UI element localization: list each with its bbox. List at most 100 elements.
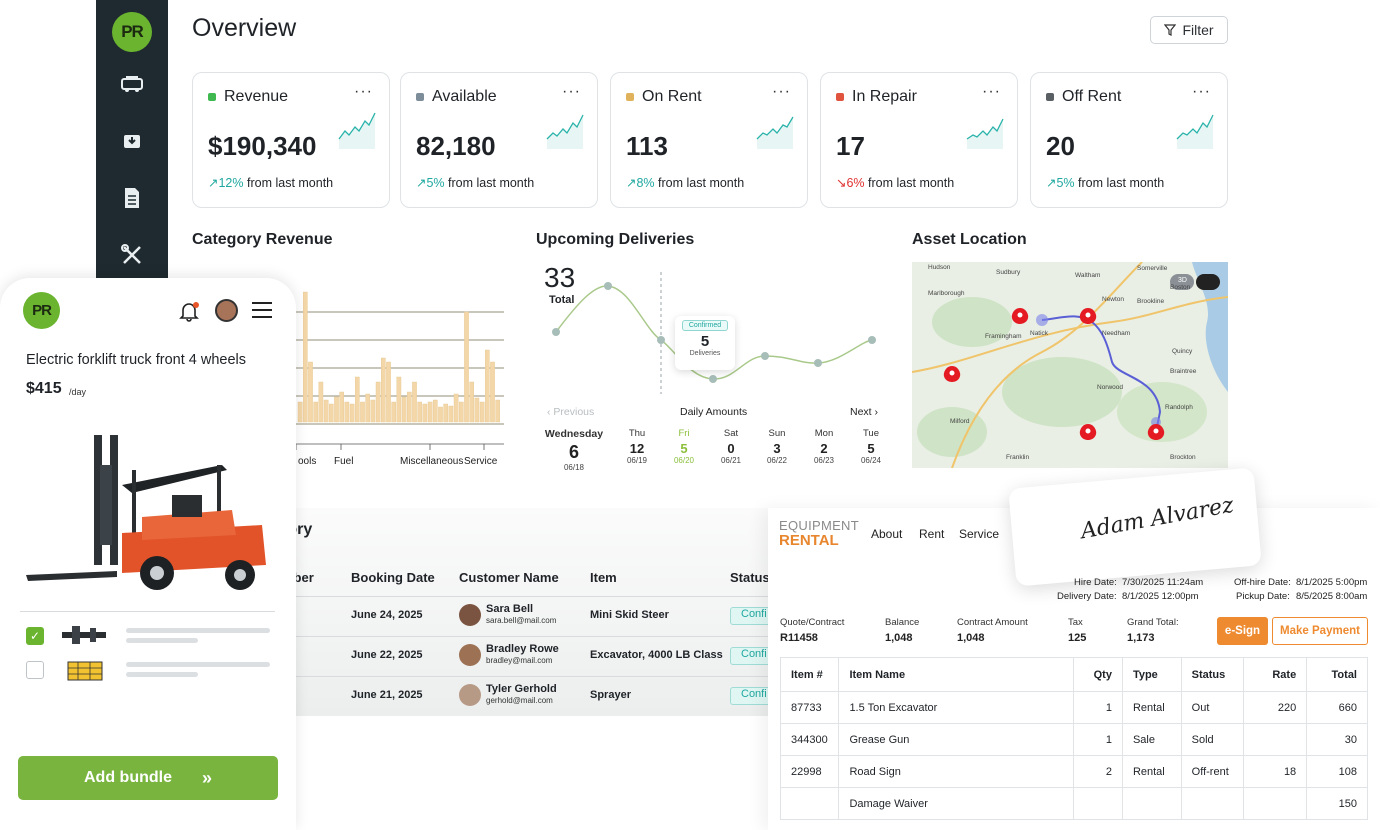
category-revenue-title: Category Revenue — [192, 231, 333, 248]
table-cell: Road Sign — [838, 755, 1075, 788]
day-count: 2 — [820, 441, 828, 456]
trend-suffix: from last month — [868, 176, 955, 190]
product-title: Electric forklift truck front 4 wheels — [26, 352, 246, 368]
day-name: Sat — [723, 428, 739, 439]
table-row[interactable]: 87733 1.5 Ton Excavator 1 Rental Out 220 660 — [779, 691, 1368, 724]
table-row[interactable]: June 21, 2025 Tyler Gerhold gerhold@mail.c… — [296, 676, 776, 716]
revenue-bar — [375, 381, 381, 423]
trend-suffix: from last month — [247, 176, 334, 190]
summary-label: Contract Amount — [957, 617, 1028, 628]
more-options-icon[interactable]: ··· — [562, 83, 581, 100]
offhire-date-label: Off-hire Date: — [1234, 577, 1291, 588]
day-fri[interactable]: Fri 5 06/20 — [662, 428, 706, 465]
nav-service[interactable]: Service — [959, 527, 1000, 541]
day-wednesday[interactable]: Wednesday 6 06/18 — [544, 428, 604, 472]
summary-value: 1,048 — [957, 632, 985, 644]
document-icon[interactable] — [120, 186, 144, 210]
map-label: Newton — [1102, 296, 1125, 303]
trend-suffix: from last month — [448, 176, 535, 190]
more-options-icon[interactable]: ··· — [982, 83, 1001, 100]
previous-button[interactable]: ‹ Previous — [547, 406, 595, 418]
day-mon[interactable]: Mon 2 06/23 — [802, 428, 846, 465]
item-name: Sprayer — [590, 689, 631, 701]
table-cell: 220 — [1243, 691, 1308, 724]
day-sun[interactable]: Sun 3 06/22 — [755, 428, 799, 465]
table-cell: Sale — [1121, 723, 1182, 756]
placeholder-line — [126, 638, 198, 643]
table-row[interactable]: June 22, 2025 Bradley Rowe bradley@mail.co… — [296, 636, 776, 676]
day-sat[interactable]: Sat 0 06/21 — [709, 428, 753, 465]
stat-label: In Repair — [852, 88, 917, 105]
revenue-bar — [334, 396, 339, 423]
asset-location-map[interactable]: Hudson Sudbury Waltham Somerville Boston Marl… — [912, 262, 1228, 468]
day-name: Thu — [628, 428, 646, 439]
day-date: 06/24 — [860, 456, 882, 465]
status-badge: Confi — [730, 647, 776, 665]
sidebar-logo[interactable]: PR — [112, 12, 152, 52]
stat-card-in-repair[interactable]: In Repair ··· 17 ↘6% from last month — [820, 72, 1018, 208]
day-date: 06/20 — [673, 456, 695, 465]
table-header: Rate — [1243, 657, 1308, 692]
map-label: Hudson — [928, 264, 951, 271]
revenue-bar — [412, 381, 417, 423]
day-count: 12 — [629, 441, 645, 456]
day-thu[interactable]: Thu 12 06/19 — [615, 428, 659, 465]
table-row[interactable]: 344300 Grease Gun 1 Sale Sold 30 — [779, 723, 1368, 756]
nav-rent[interactable]: Rent — [919, 527, 945, 541]
placeholder-line — [126, 672, 198, 677]
more-options-icon[interactable]: ··· — [772, 83, 791, 100]
brand-equipment: EQUIPMENT — [779, 518, 859, 533]
brand-rental: RENTAL — [779, 532, 839, 549]
add-bundle-button[interactable]: Add bundle » — [18, 756, 278, 800]
table-row[interactable]: 22998 Road Sign 2 Rental Off-rent 18 108 — [779, 755, 1368, 788]
sparkline-icon — [1176, 114, 1214, 149]
accessory-checkbox-checked[interactable]: ✓ — [26, 627, 44, 645]
product-price-unit: /day — [69, 387, 87, 397]
inbox-download-icon[interactable] — [120, 129, 144, 153]
table-cell: 18 — [1243, 755, 1308, 788]
revenue-bar — [308, 361, 313, 423]
table-header: Qty — [1073, 657, 1123, 692]
filter-button[interactable]: Filter — [1150, 16, 1228, 44]
make-payment-button[interactable]: Make Payment — [1272, 617, 1368, 645]
table-row[interactable]: June 24, 2025 Sara Bell sara.bell@mail.com… — [296, 596, 776, 636]
user-avatar[interactable] — [215, 299, 238, 322]
summary-label: Grand Total: — [1127, 617, 1179, 628]
accessory-checkbox-unchecked[interactable] — [26, 661, 44, 679]
map-label: Marlborough — [928, 290, 965, 297]
day-count: 5 — [867, 441, 875, 456]
stat-label: Revenue — [224, 88, 289, 105]
more-options-icon[interactable]: ··· — [354, 83, 373, 100]
revenue-bar — [386, 361, 391, 423]
table-row[interactable]: Damage Waiver 150 — [779, 787, 1368, 820]
table-header: Type — [1121, 657, 1182, 692]
revenue-bar — [380, 357, 386, 423]
revenue-bar — [313, 401, 319, 423]
day-count: 5 — [680, 441, 688, 456]
stat-card-available[interactable]: Available ··· 82,180 ↗5% from last month — [400, 72, 598, 208]
revenue-bar — [339, 391, 344, 423]
stat-card-off-rent[interactable]: Off Rent ··· 20 ↗5% from last month — [1030, 72, 1228, 208]
stat-trend: ↘6% from last month — [836, 175, 954, 190]
booking-date: June 22, 2025 — [351, 649, 423, 661]
tools-icon[interactable] — [120, 243, 144, 267]
daily-amounts-label: Daily Amounts — [680, 406, 748, 418]
hamburger-menu-icon[interactable] — [252, 302, 272, 320]
arrow-up-icon: ↗ — [1046, 176, 1057, 190]
table-cell: Damage Waiver — [838, 787, 1075, 820]
more-options-icon[interactable]: ··· — [1192, 83, 1211, 100]
stat-card-on-rent[interactable]: On Rent ··· 113 ↗8% from last month — [610, 72, 808, 208]
next-button[interactable]: Next › — [850, 406, 879, 418]
notification-dot — [193, 302, 199, 308]
table-header: Item # — [779, 657, 840, 692]
truck-icon[interactable] — [120, 72, 144, 96]
stat-card-revenue[interactable]: Revenue ··· $190,340 ↗12% from last month — [192, 72, 390, 208]
map-3d-toggle[interactable]: 3D — [1178, 277, 1187, 284]
mobile-logo[interactable]: PR — [23, 292, 60, 329]
bell-icon[interactable] — [178, 300, 200, 322]
sidebar: PR — [96, 0, 168, 290]
day-tue[interactable]: Tue 5 06/24 — [849, 428, 893, 465]
revenue-bar — [329, 403, 334, 423]
esign-button[interactable]: e-Sign — [1217, 617, 1268, 645]
nav-about[interactable]: About — [871, 527, 903, 541]
